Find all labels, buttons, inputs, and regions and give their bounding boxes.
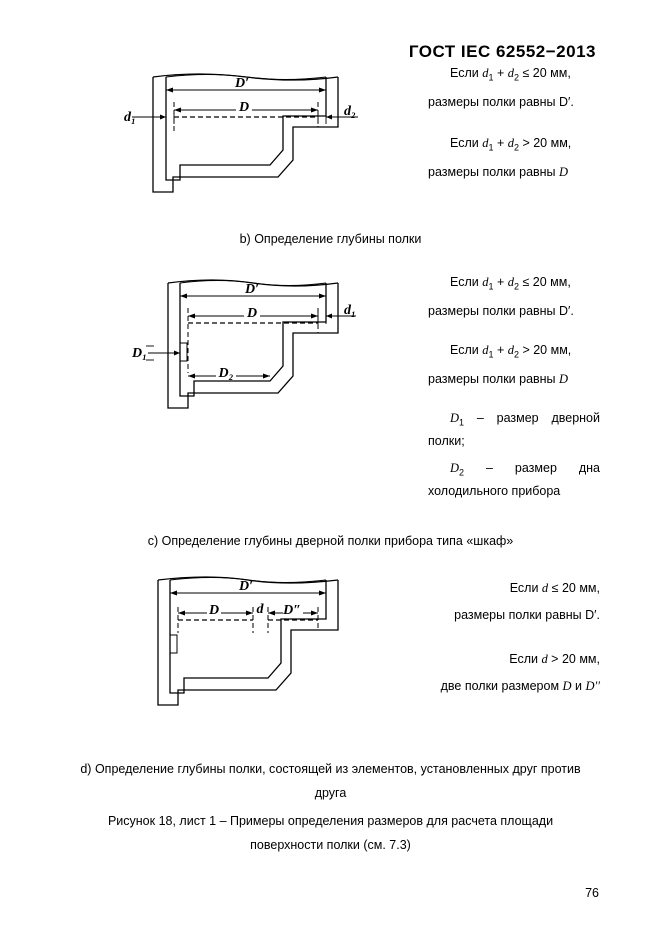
- label-d-prime: D′: [234, 76, 249, 91]
- figure-d-diagram: D′ D d D″: [128, 565, 368, 720]
- caption-b: b) Определение глубины полки: [72, 228, 589, 252]
- label-c-d: D: [246, 306, 257, 321]
- label-d-d: D: [208, 603, 219, 618]
- text-c: Если d1 + d2 ≤ 20 мм, размеры полки равн…: [428, 272, 600, 508]
- label-c-bigd2: D₂: [218, 366, 234, 381]
- caption-d: d) Определение глубины полки, состоящей …: [72, 758, 589, 806]
- doc-header: ГОСТ IEC 62552−2013: [409, 42, 596, 62]
- label-c-dprime: D′: [244, 282, 259, 297]
- label-d-dprime: D′: [238, 579, 253, 594]
- figure-caption: Рисунок 18, лист 1 – Примеры определения…: [72, 810, 589, 858]
- label-c-d1: d₁: [344, 303, 356, 318]
- caption-c: c) Определение глубины дверной полки при…: [72, 530, 589, 554]
- label-d-small: d: [257, 602, 265, 617]
- figure-b-diagram: D′ D d₁ d₂: [118, 62, 368, 207]
- text-d: Если d ≤ 20 мм, размеры полки равны D′. …: [428, 578, 600, 703]
- label-d1: d₁: [124, 110, 136, 125]
- label-d: D: [238, 100, 249, 115]
- label-d-dpp: D″: [282, 603, 301, 618]
- figure-c-diagram: D′ D d₁ D₁ D₂: [118, 268, 368, 423]
- label-c-bigd1: D₁: [131, 346, 147, 361]
- page-number: 76: [585, 886, 599, 900]
- text-b: Если d1 + d2 ≤ 20 мм, размеры полки равн…: [428, 63, 600, 189]
- label-d2: d₂: [344, 104, 356, 119]
